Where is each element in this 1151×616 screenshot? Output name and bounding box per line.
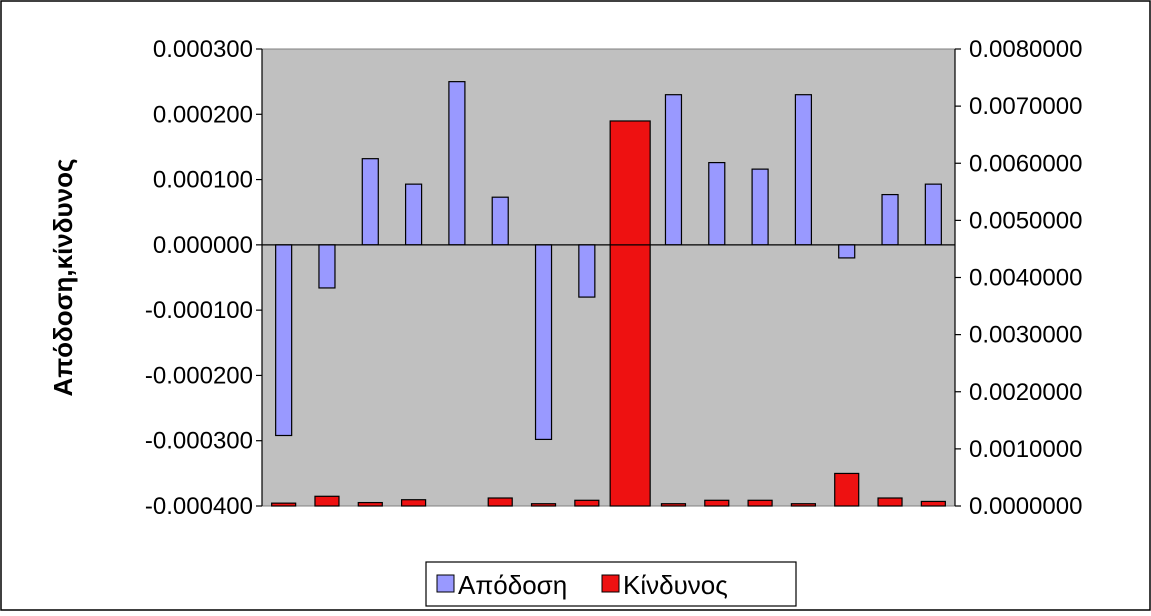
y2-tick-label: 0.0040000 [969, 265, 1082, 292]
bar-return [708, 161, 726, 246]
bar-risk [609, 120, 651, 507]
y2-tick-label: 0.0070000 [969, 93, 1082, 120]
bar-return [838, 244, 856, 259]
y-tick-label: 0.000000 [153, 232, 253, 259]
plot-area [261, 48, 956, 507]
bar-risk [357, 501, 383, 507]
bar-return [404, 183, 423, 246]
legend-swatch-risk [601, 574, 620, 593]
bar-risk [747, 499, 773, 507]
y-tick-label: -0.000200 [145, 362, 253, 389]
y-tick-label: 0.000200 [153, 101, 253, 128]
legend-label-risk: Κίνδυνος [623, 570, 728, 600]
bar-risk [920, 500, 946, 507]
y-tick-label: -0.000300 [145, 428, 253, 455]
bar-return [881, 193, 899, 246]
bar-risk [400, 499, 427, 507]
bar-return [751, 168, 769, 246]
legend-swatch-return [436, 574, 455, 593]
bar-return [578, 244, 596, 298]
bar-return [664, 94, 683, 246]
bar-risk [704, 499, 730, 507]
bar-risk [574, 499, 600, 507]
y2-tick-label: 0.0010000 [969, 436, 1082, 463]
y2-tick-label: 0.0060000 [969, 150, 1082, 177]
y2-tick-label: 0.0000000 [969, 493, 1082, 520]
bar-return [448, 81, 466, 246]
bar-risk [314, 495, 340, 507]
axes-layer: 0.000300 0.000200 0.000100 0.000000 -0.00010… [145, 36, 1083, 520]
bar-return [361, 158, 379, 246]
y2-tick-label: 0.0080000 [969, 36, 1082, 63]
bar-risk [530, 503, 557, 507]
bar-risk [877, 497, 903, 507]
y-tick-label: 0.000300 [153, 36, 253, 63]
bar-risk [487, 497, 513, 507]
bar-return [794, 94, 813, 246]
y-axis-label: Απόδοση,κίνδυνος [48, 158, 78, 396]
y-tick-label: -0.000400 [145, 493, 253, 520]
bar-return [534, 244, 553, 441]
y2-tick-label: 0.0050000 [969, 207, 1082, 234]
y2-tick-label: 0.0020000 [969, 379, 1082, 406]
bar-return [924, 183, 942, 246]
bar-risk [834, 472, 860, 507]
bar-return [275, 244, 293, 437]
y2-tick-label: 0.0030000 [969, 322, 1082, 349]
bars-layer [271, 81, 946, 507]
legend-label-return: Απόδοση [458, 570, 567, 600]
legend: Απόδοση Κίνδυνος [425, 561, 797, 607]
y-tick-label: -0.000100 [145, 297, 253, 324]
bar-risk [790, 503, 817, 507]
bar-return [491, 196, 509, 246]
y-tick-label: 0.000100 [153, 167, 253, 194]
bar-risk [660, 503, 687, 507]
bar-return [318, 244, 336, 289]
bar-risk [271, 502, 297, 507]
